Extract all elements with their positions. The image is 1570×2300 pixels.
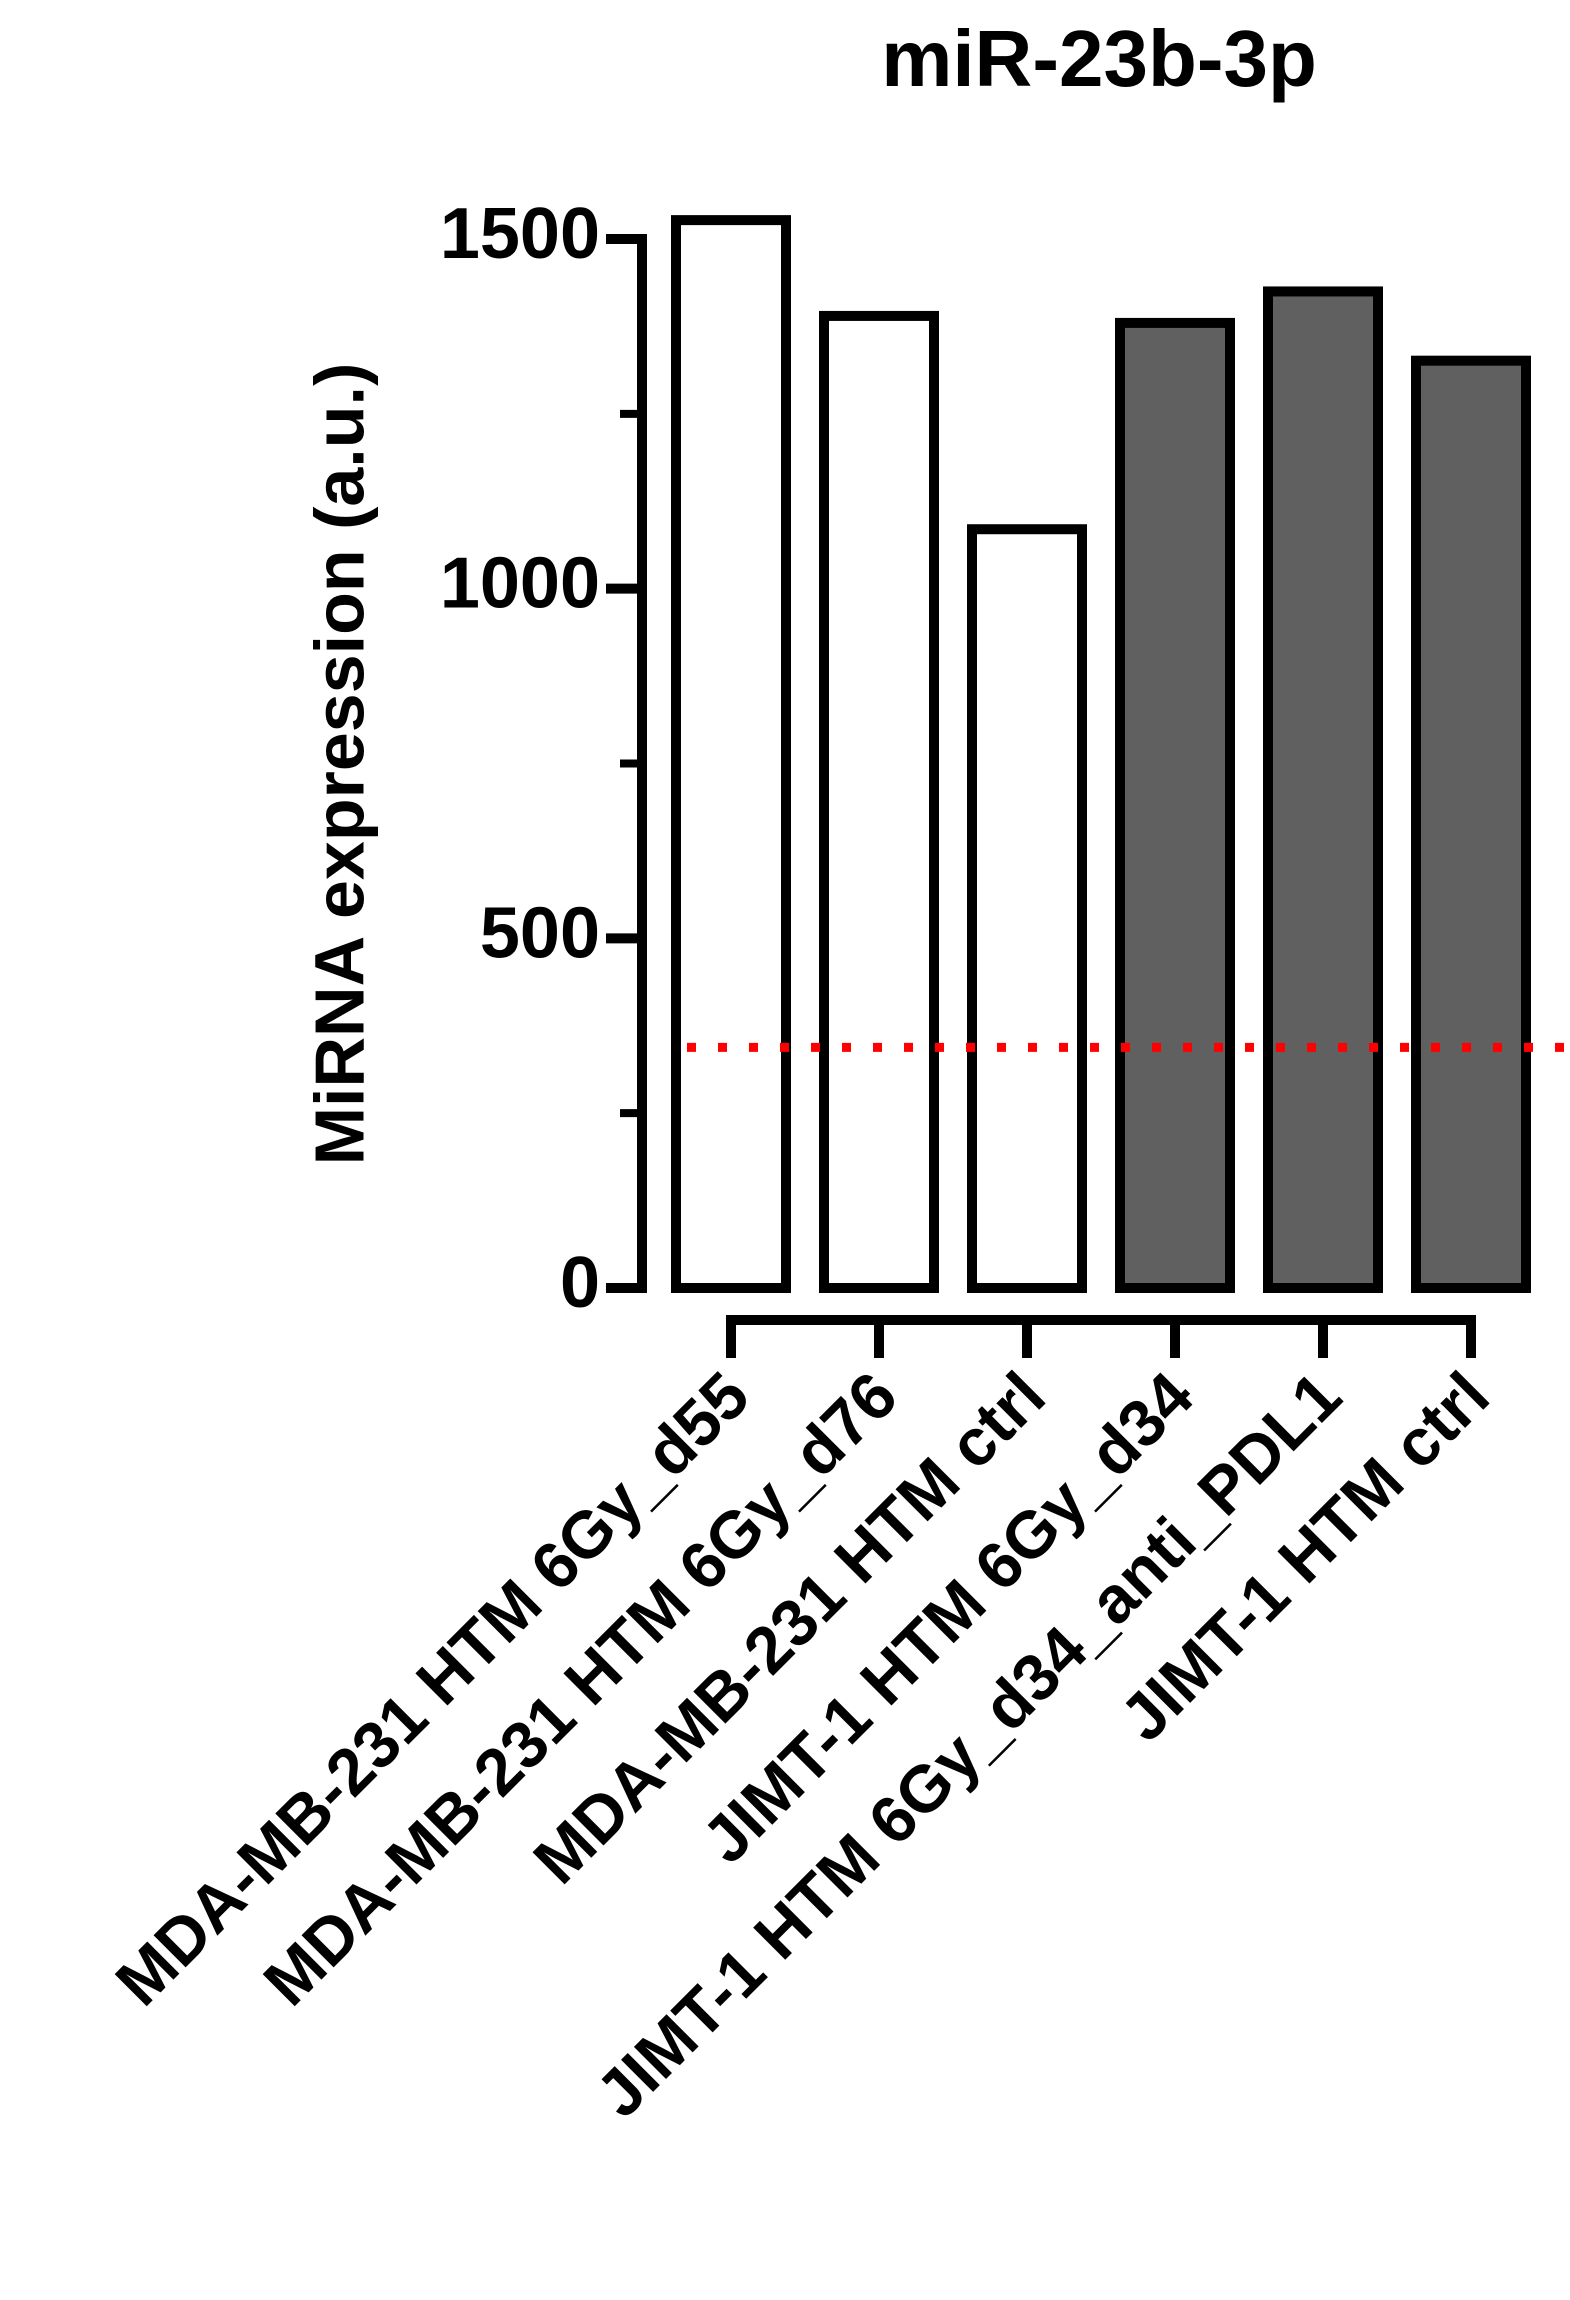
y-tick-label: 1500 bbox=[440, 194, 600, 274]
bar bbox=[1263, 286, 1383, 1293]
bar bbox=[671, 215, 791, 1293]
y-tick-label: 500 bbox=[480, 893, 600, 973]
y-axis-label: MiRNA expression (a.u.) bbox=[300, 363, 378, 1166]
bar bbox=[819, 310, 939, 1293]
bar bbox=[1411, 355, 1531, 1293]
y-tick-label: 1000 bbox=[440, 544, 600, 624]
y-tick-label: 0 bbox=[560, 1243, 600, 1323]
chart-title: miR-23b-3p bbox=[881, 14, 1317, 103]
bar bbox=[967, 524, 1087, 1293]
x-tick-label: MDA-MB-231 HTM 6Gy_d55 bbox=[101, 1358, 763, 2020]
bar bbox=[1115, 317, 1235, 1294]
